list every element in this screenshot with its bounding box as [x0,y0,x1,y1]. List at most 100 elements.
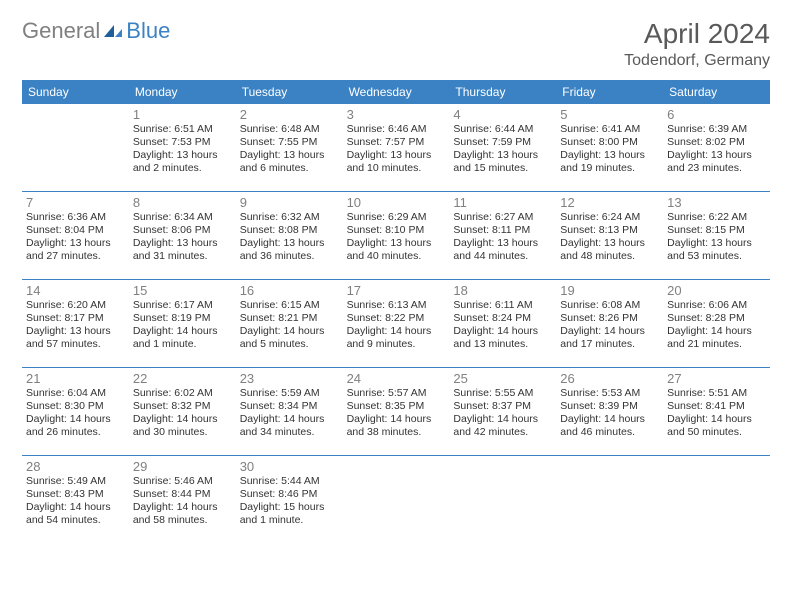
day-number: 12 [560,195,659,210]
day-info: Sunrise: 6:15 AMSunset: 8:21 PMDaylight:… [240,299,339,352]
day-number: 3 [347,107,446,122]
day-number: 18 [453,283,552,298]
day-info: Sunrise: 6:41 AMSunset: 8:00 PMDaylight:… [560,123,659,176]
logo-text-blue: Blue [126,18,170,44]
month-title: April 2024 [624,18,770,50]
day-info: Sunrise: 5:51 AMSunset: 8:41 PMDaylight:… [667,387,766,440]
day-number: 2 [240,107,339,122]
day-header: Monday [129,80,236,104]
day-info: Sunrise: 5:57 AMSunset: 8:35 PMDaylight:… [347,387,446,440]
calendar-cell [22,104,129,192]
calendar-cell [449,456,556,544]
day-info: Sunrise: 6:36 AMSunset: 8:04 PMDaylight:… [26,211,125,264]
day-number: 28 [26,459,125,474]
day-number: 14 [26,283,125,298]
day-info: Sunrise: 6:34 AMSunset: 8:06 PMDaylight:… [133,211,232,264]
day-number: 20 [667,283,766,298]
day-number: 19 [560,283,659,298]
calendar-cell: 16Sunrise: 6:15 AMSunset: 8:21 PMDayligh… [236,280,343,368]
calendar-cell: 8Sunrise: 6:34 AMSunset: 8:06 PMDaylight… [129,192,236,280]
day-number: 8 [133,195,232,210]
day-info: Sunrise: 6:02 AMSunset: 8:32 PMDaylight:… [133,387,232,440]
day-info: Sunrise: 6:29 AMSunset: 8:10 PMDaylight:… [347,211,446,264]
day-info: Sunrise: 5:44 AMSunset: 8:46 PMDaylight:… [240,475,339,528]
calendar-cell: 30Sunrise: 5:44 AMSunset: 8:46 PMDayligh… [236,456,343,544]
calendar-cell: 10Sunrise: 6:29 AMSunset: 8:10 PMDayligh… [343,192,450,280]
day-info: Sunrise: 6:46 AMSunset: 7:57 PMDaylight:… [347,123,446,176]
calendar-cell: 19Sunrise: 6:08 AMSunset: 8:26 PMDayligh… [556,280,663,368]
day-number: 23 [240,371,339,386]
calendar-cell: 2Sunrise: 6:48 AMSunset: 7:55 PMDaylight… [236,104,343,192]
day-info: Sunrise: 6:17 AMSunset: 8:19 PMDaylight:… [133,299,232,352]
day-info: Sunrise: 5:59 AMSunset: 8:34 PMDaylight:… [240,387,339,440]
day-number: 9 [240,195,339,210]
day-info: Sunrise: 6:51 AMSunset: 7:53 PMDaylight:… [133,123,232,176]
calendar-cell: 7Sunrise: 6:36 AMSunset: 8:04 PMDaylight… [22,192,129,280]
day-number: 25 [453,371,552,386]
day-number: 4 [453,107,552,122]
day-info: Sunrise: 5:49 AMSunset: 8:43 PMDaylight:… [26,475,125,528]
day-header: Tuesday [236,80,343,104]
day-info: Sunrise: 6:22 AMSunset: 8:15 PMDaylight:… [667,211,766,264]
day-info: Sunrise: 6:08 AMSunset: 8:26 PMDaylight:… [560,299,659,352]
calendar-cell [556,456,663,544]
calendar-cell: 22Sunrise: 6:02 AMSunset: 8:32 PMDayligh… [129,368,236,456]
day-number: 21 [26,371,125,386]
calendar-cell: 21Sunrise: 6:04 AMSunset: 8:30 PMDayligh… [22,368,129,456]
day-number: 29 [133,459,232,474]
calendar-cell: 17Sunrise: 6:13 AMSunset: 8:22 PMDayligh… [343,280,450,368]
calendar-cell: 3Sunrise: 6:46 AMSunset: 7:57 PMDaylight… [343,104,450,192]
logo-text-general: General [22,18,100,44]
calendar-cell: 13Sunrise: 6:22 AMSunset: 8:15 PMDayligh… [663,192,770,280]
day-info: Sunrise: 5:55 AMSunset: 8:37 PMDaylight:… [453,387,552,440]
day-number: 6 [667,107,766,122]
logo-sail-icon [102,23,124,39]
day-header: Friday [556,80,663,104]
location: Todendorf, Germany [624,52,770,70]
day-number: 5 [560,107,659,122]
day-header: Saturday [663,80,770,104]
day-number: 10 [347,195,446,210]
day-header: Thursday [449,80,556,104]
day-info: Sunrise: 6:48 AMSunset: 7:55 PMDaylight:… [240,123,339,176]
day-number: 16 [240,283,339,298]
calendar-cell: 28Sunrise: 5:49 AMSunset: 8:43 PMDayligh… [22,456,129,544]
calendar-cell: 1Sunrise: 6:51 AMSunset: 7:53 PMDaylight… [129,104,236,192]
day-number: 11 [453,195,552,210]
calendar-cell: 4Sunrise: 6:44 AMSunset: 7:59 PMDaylight… [449,104,556,192]
day-number: 27 [667,371,766,386]
day-info: Sunrise: 6:44 AMSunset: 7:59 PMDaylight:… [453,123,552,176]
logo: General Blue [22,18,170,44]
calendar-cell: 12Sunrise: 6:24 AMSunset: 8:13 PMDayligh… [556,192,663,280]
calendar-cell: 27Sunrise: 5:51 AMSunset: 8:41 PMDayligh… [663,368,770,456]
day-number: 7 [26,195,125,210]
calendar-cell: 11Sunrise: 6:27 AMSunset: 8:11 PMDayligh… [449,192,556,280]
calendar-cell: 15Sunrise: 6:17 AMSunset: 8:19 PMDayligh… [129,280,236,368]
calendar-cell: 14Sunrise: 6:20 AMSunset: 8:17 PMDayligh… [22,280,129,368]
day-info: Sunrise: 6:32 AMSunset: 8:08 PMDaylight:… [240,211,339,264]
day-info: Sunrise: 5:46 AMSunset: 8:44 PMDaylight:… [133,475,232,528]
day-number: 22 [133,371,232,386]
day-number: 1 [133,107,232,122]
day-number: 17 [347,283,446,298]
day-info: Sunrise: 6:27 AMSunset: 8:11 PMDaylight:… [453,211,552,264]
calendar-cell: 29Sunrise: 5:46 AMSunset: 8:44 PMDayligh… [129,456,236,544]
calendar-cell: 9Sunrise: 6:32 AMSunset: 8:08 PMDaylight… [236,192,343,280]
calendar-cell: 26Sunrise: 5:53 AMSunset: 8:39 PMDayligh… [556,368,663,456]
calendar-cell [663,456,770,544]
calendar-grid: SundayMondayTuesdayWednesdayThursdayFrid… [22,80,770,544]
day-info: Sunrise: 6:20 AMSunset: 8:17 PMDaylight:… [26,299,125,352]
day-info: Sunrise: 5:53 AMSunset: 8:39 PMDaylight:… [560,387,659,440]
day-info: Sunrise: 6:06 AMSunset: 8:28 PMDaylight:… [667,299,766,352]
day-info: Sunrise: 6:24 AMSunset: 8:13 PMDaylight:… [560,211,659,264]
day-number: 13 [667,195,766,210]
day-number: 15 [133,283,232,298]
calendar-cell: 6Sunrise: 6:39 AMSunset: 8:02 PMDaylight… [663,104,770,192]
day-number: 26 [560,371,659,386]
day-number: 30 [240,459,339,474]
day-info: Sunrise: 6:13 AMSunset: 8:22 PMDaylight:… [347,299,446,352]
calendar-cell: 20Sunrise: 6:06 AMSunset: 8:28 PMDayligh… [663,280,770,368]
calendar-cell: 24Sunrise: 5:57 AMSunset: 8:35 PMDayligh… [343,368,450,456]
day-info: Sunrise: 6:04 AMSunset: 8:30 PMDaylight:… [26,387,125,440]
title-block: April 2024 Todendorf, Germany [624,18,770,70]
